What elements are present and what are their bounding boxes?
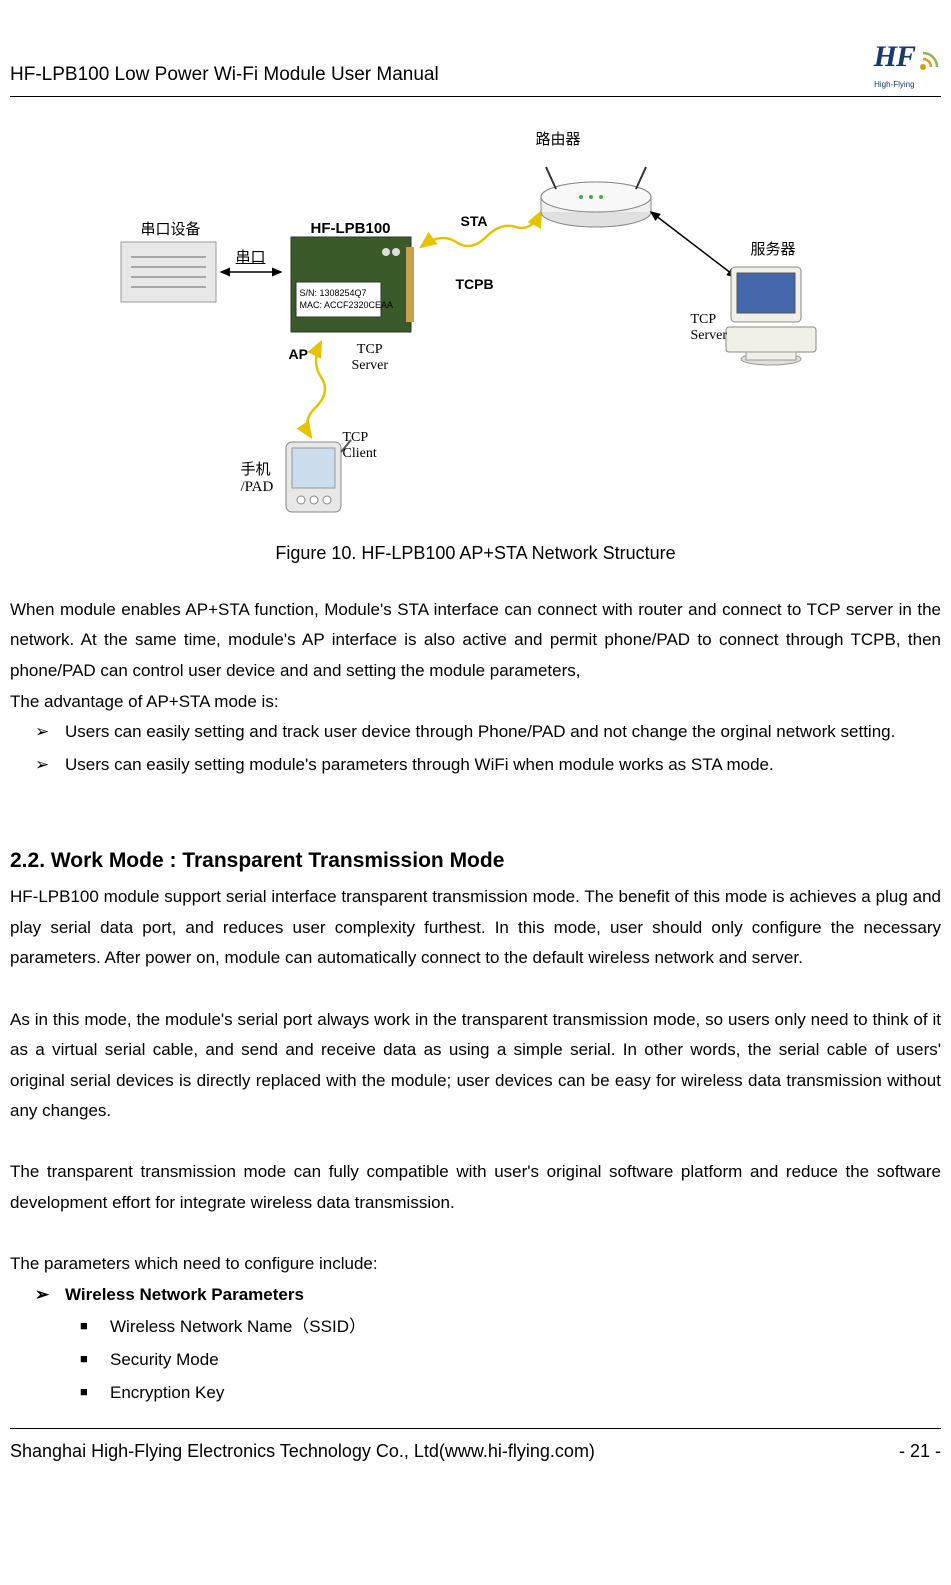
advantage-item-2: Users can easily setting module's parame…: [65, 750, 941, 781]
server-label: 服务器: [751, 237, 796, 264]
tcp-c-text: TCP: [343, 430, 369, 445]
param-ssid: Wireless Network Name（SSID）: [110, 1312, 941, 1343]
logo-subtext: High-Flying: [874, 78, 915, 92]
serial-conn-label: 串口: [236, 245, 266, 272]
signal-icon: [917, 49, 941, 73]
tcp-text-r: TCP: [691, 312, 717, 327]
para-22-3: The transparent transmission mode can fu…: [10, 1157, 941, 1218]
para-22-1: HF-LPB100 module support serial interfac…: [10, 882, 941, 974]
para-apsta-desc: When module enables AP+STA function, Mod…: [10, 595, 941, 687]
server-text-r: Server: [691, 328, 728, 343]
footer-company: Shanghai High-Flying Electronics Technol…: [10, 1435, 595, 1467]
diagram-svg: [96, 117, 856, 517]
param-security: Security Mode: [110, 1345, 941, 1376]
tcp-server-mid: TCP Server: [352, 342, 389, 373]
phone-cn: 手机: [241, 462, 271, 478]
advantage-list: Users can easily setting and track user …: [10, 717, 941, 780]
footer-page-number: - 21 -: [899, 1435, 941, 1467]
tcp-client: TCP Client: [343, 430, 377, 461]
param-head-list: Wireless Network Parameters: [10, 1280, 941, 1311]
serial-device-label: 串口设备: [141, 217, 201, 244]
advantage-item-1: Users can easily setting and track user …: [65, 717, 941, 748]
figure-caption: Figure 10. HF-LPB100 AP+STA Network Stru…: [10, 537, 941, 569]
para-22-4: The parameters which need to configure i…: [10, 1249, 941, 1280]
sta-label: STA: [461, 209, 488, 234]
ap-label: AP: [289, 342, 308, 367]
hf-logo: HF High-Flying: [874, 30, 941, 92]
para-advantage-intro: The advantage of AP+STA mode is:: [10, 687, 941, 718]
para-22-2: As in this mode, the module's serial por…: [10, 1005, 941, 1127]
section-2-2-heading: 2.2. Work Mode : Transparent Transmissio…: [10, 842, 941, 880]
phone-label: 手机 /PAD: [241, 462, 274, 495]
pad-text: /PAD: [241, 479, 274, 495]
module-label: HF-LPB100: [311, 215, 391, 242]
tcp-text: TCP: [357, 342, 383, 357]
param-heading: Wireless Network Parameters: [65, 1280, 941, 1311]
tcp-server-right: TCP Server: [691, 312, 728, 343]
client-text: Client: [343, 446, 377, 461]
param-sub-list: Wireless Network Name（SSID） Security Mod…: [10, 1312, 941, 1408]
param-key: Encryption Key: [110, 1378, 941, 1409]
header-title: HF-LPB100 Low Power Wi-Fi Module User Ma…: [10, 58, 439, 92]
page-footer: Shanghai High-Flying Electronics Technol…: [10, 1428, 941, 1467]
network-diagram: 路由器 服务器 串口设备 串口 HF-LPB100 S/N: 1308254Q7…: [96, 117, 856, 517]
tcpb-label: TCPB: [456, 272, 494, 297]
router-label: 路由器: [536, 127, 581, 154]
server-text: Server: [352, 358, 389, 373]
logo-text: HF: [874, 30, 915, 84]
module-mac: MAC: ACCF2320CEAA: [300, 297, 394, 313]
page-header: HF-LPB100 Low Power Wi-Fi Module User Ma…: [10, 30, 941, 97]
